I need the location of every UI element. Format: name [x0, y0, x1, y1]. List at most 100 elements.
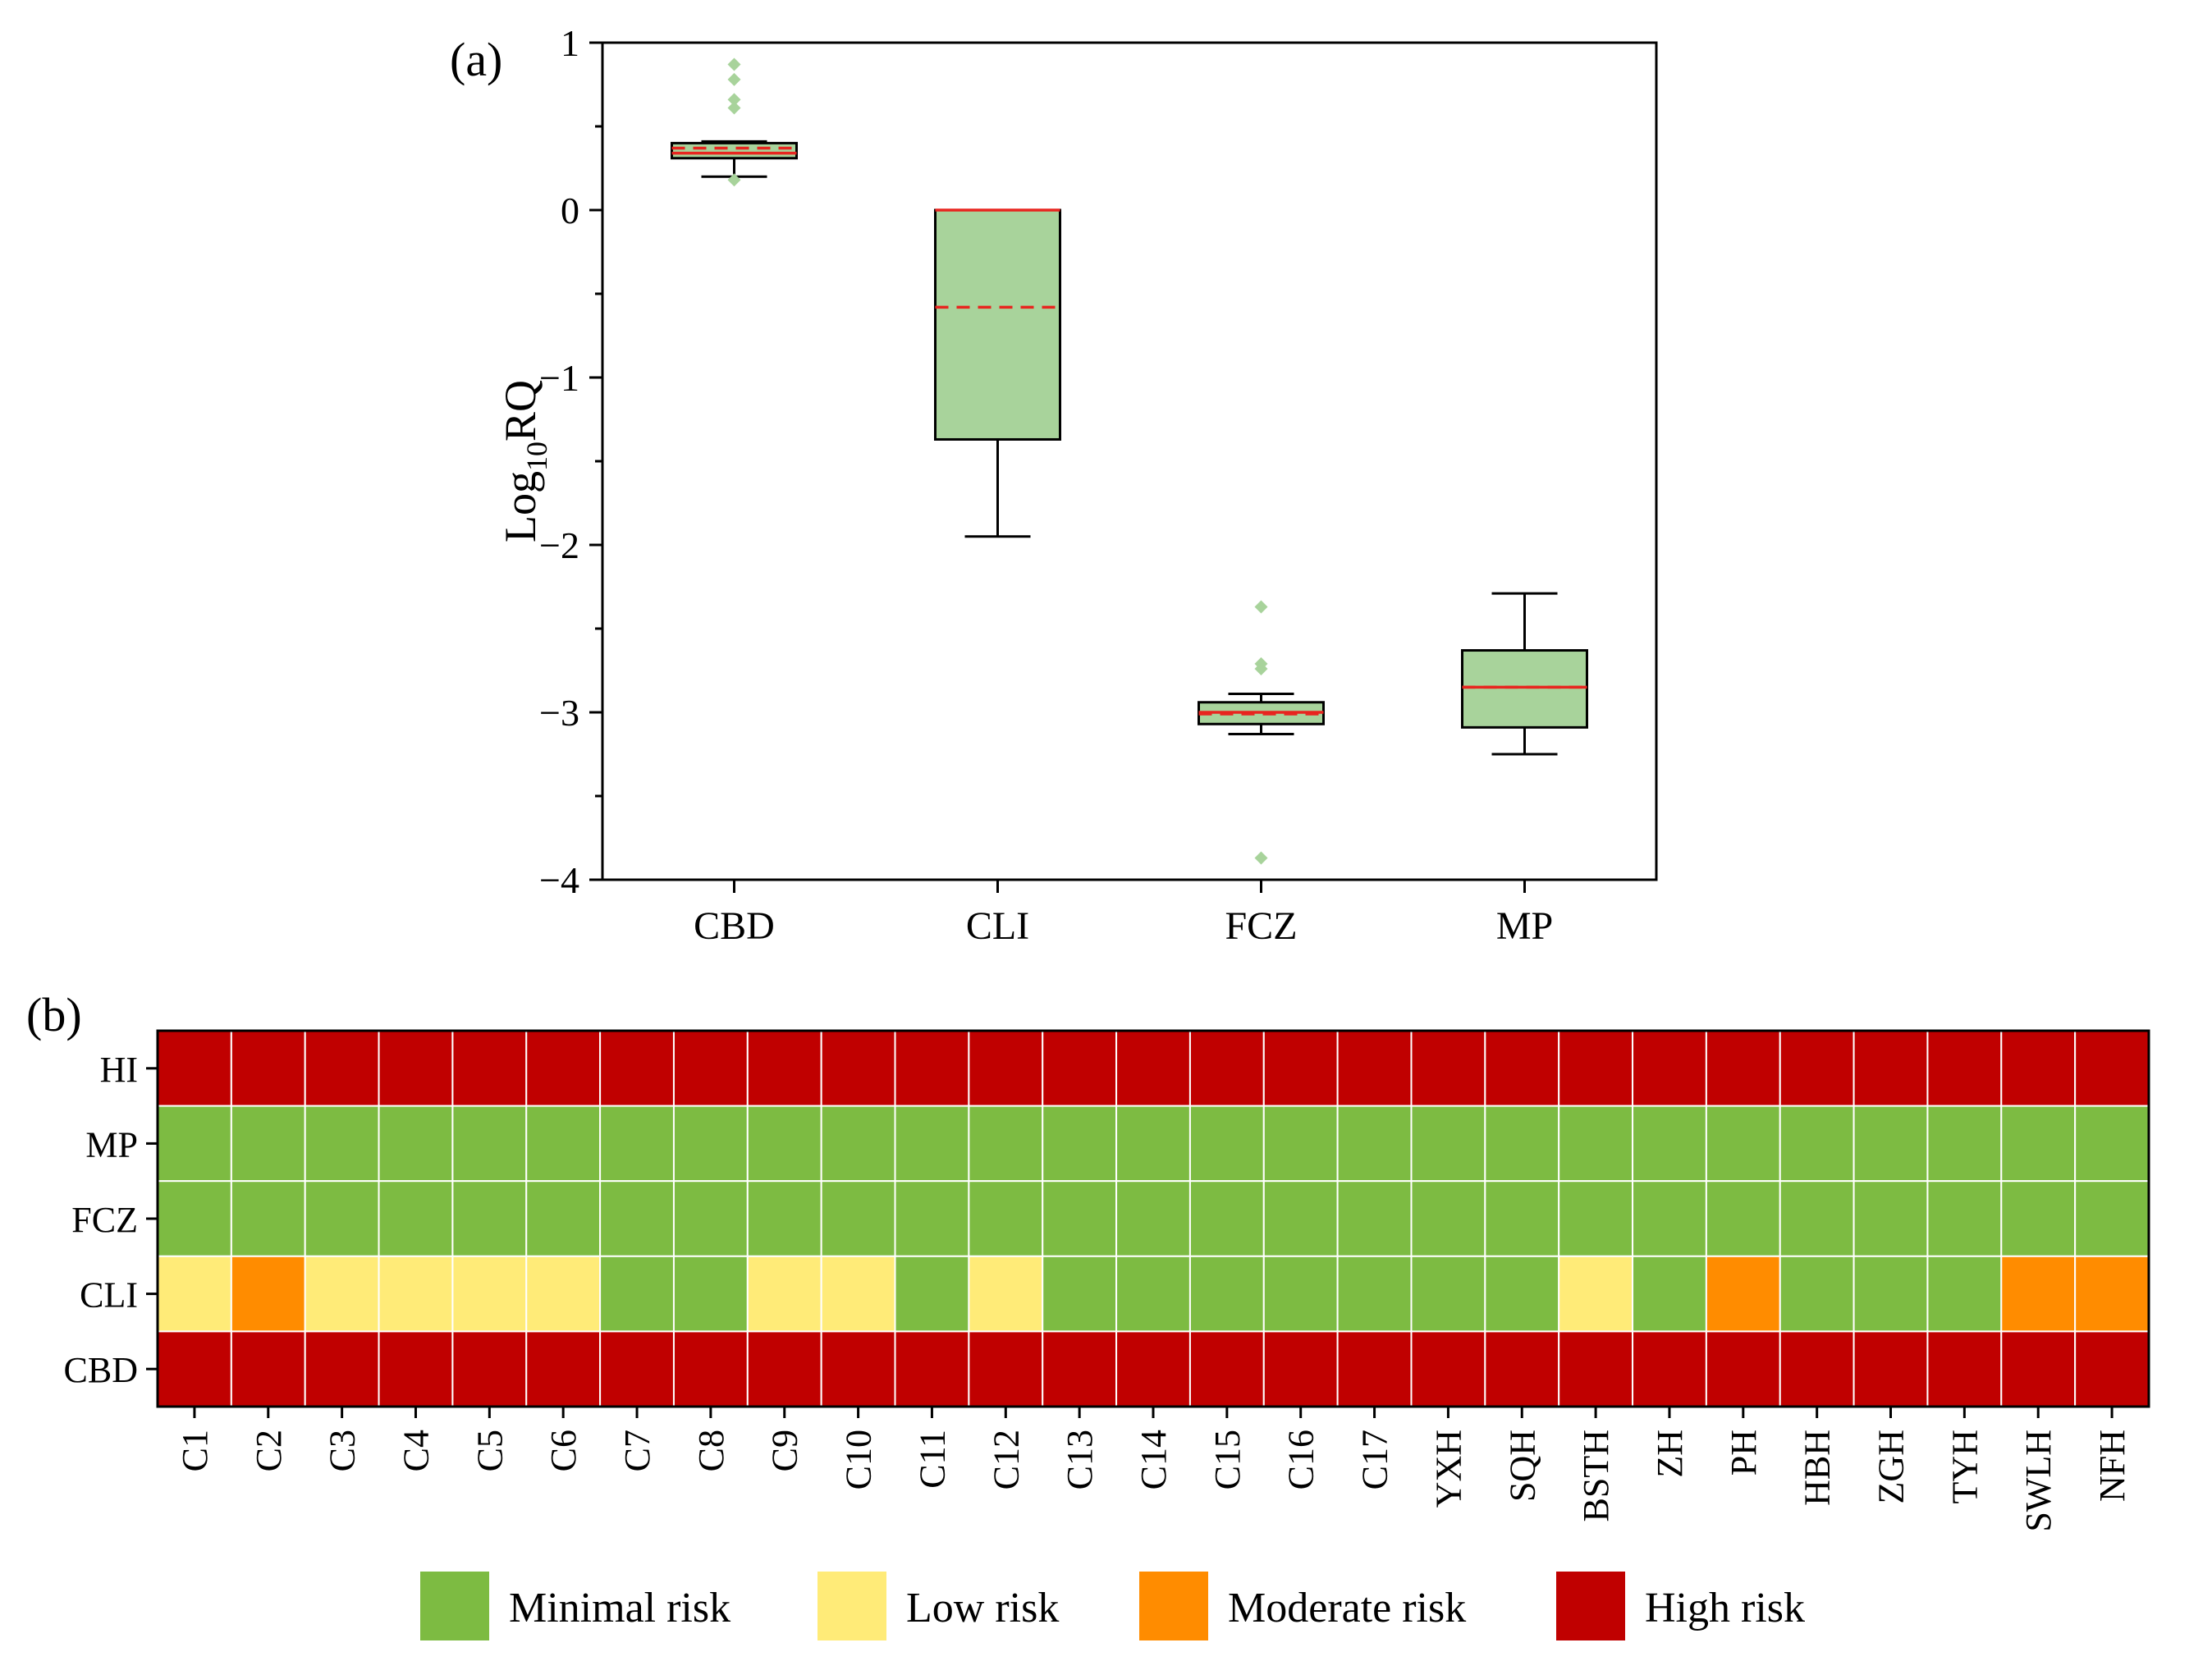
heatmap-cell [2074, 1255, 2150, 1333]
boxplot-panel: 10−1−2−3−4 CBD CLI FCZ MP Log10RQ [496, 22, 1658, 948]
heatmap-cell [1042, 1030, 1118, 1107]
heatmap-cell [1336, 1030, 1413, 1107]
heatmap-cell [451, 1330, 528, 1408]
heatmap-cell [820, 1180, 896, 1257]
heatmap-cell [672, 1030, 749, 1107]
legend-swatch [420, 1572, 489, 1640]
heatmap-column-label: C13 [1060, 1430, 1100, 1489]
heatmap-cell [820, 1330, 896, 1408]
heatmap-cell [1188, 1255, 1265, 1333]
heatmap-cell [746, 1105, 822, 1183]
heatmap-cell [894, 1105, 970, 1183]
legend: Minimal risk Low risk Moderate risk High ri… [420, 1572, 1805, 1640]
heatmap-cell [1632, 1105, 1707, 1183]
legend-label: Moderate risk [1228, 1585, 1466, 1631]
heatmap-cell [1852, 1105, 1929, 1183]
heatmap-cell [525, 1180, 602, 1257]
heatmap-cell [157, 1180, 232, 1257]
heatmap-cell [304, 1180, 380, 1257]
outlier-point [727, 173, 741, 187]
heatmap-cell [1852, 1030, 1929, 1107]
heatmap-cell [1336, 1105, 1413, 1183]
heatmap-cell [1410, 1030, 1486, 1107]
outlier-point [727, 57, 741, 71]
heatmap-cell [672, 1180, 749, 1257]
heatmap-cell [1188, 1105, 1265, 1183]
heatmap-cell [1632, 1330, 1707, 1408]
heatmap-cell [1262, 1030, 1339, 1107]
heatmap-column-label: C9 [765, 1430, 805, 1471]
heatmap-cell [1262, 1105, 1339, 1183]
y-tick-label: 0 [561, 190, 579, 231]
heatmap-cell [2000, 1255, 2077, 1333]
heatmap-cell [451, 1105, 528, 1183]
legend-item: Low risk [817, 1572, 1059, 1640]
heatmap-cell [304, 1330, 380, 1408]
y-tick-label: 1 [561, 22, 579, 64]
heatmap-cell [1410, 1180, 1486, 1257]
heatmap-column-label: C11 [912, 1430, 952, 1489]
heatmap-cell [1705, 1105, 1781, 1183]
heatmap-cell [378, 1030, 454, 1107]
heatmap-cell [1336, 1180, 1413, 1257]
heatmap-cell [599, 1105, 675, 1183]
heatmap-column-label: C4 [396, 1430, 436, 1471]
heatmap-cell [230, 1255, 306, 1333]
heatmap-cell [968, 1255, 1044, 1333]
heatmap-row-label: CLI [80, 1275, 138, 1316]
heatmap-cell [599, 1330, 675, 1408]
heatmap-column-label: C6 [543, 1430, 584, 1471]
heatmap-cell [1336, 1330, 1413, 1408]
heatmap-cell [1926, 1105, 2003, 1183]
heatmap-cell [1926, 1255, 2003, 1333]
heatmap-column-label: C16 [1281, 1430, 1321, 1489]
heatmap-cell [820, 1105, 896, 1183]
box-cbd [671, 57, 798, 187]
y-axis-label: Log10RQ [496, 380, 553, 542]
heatmap-cell [1115, 1105, 1191, 1183]
heatmap-cell [1705, 1330, 1781, 1408]
heatmap-column-label: C3 [323, 1430, 363, 1471]
heatmap-cell [1188, 1030, 1265, 1107]
box-cli [934, 208, 1061, 538]
heatmap-cell [1779, 1180, 1855, 1257]
heatmap-cell [746, 1180, 822, 1257]
heatmap-cell [1926, 1030, 2003, 1107]
iqr-box [671, 141, 798, 160]
heatmap-cell [820, 1030, 896, 1107]
heatmap-cell [1632, 1030, 1707, 1107]
heatmap-cell [746, 1030, 822, 1107]
heatmap-cell [1262, 1330, 1339, 1408]
heatmap-cell [1484, 1330, 1560, 1408]
heatmap-cell [894, 1330, 970, 1408]
heatmap-cell [1705, 1180, 1781, 1257]
heatmap-cell [1410, 1330, 1486, 1408]
heatmap-cell [1484, 1255, 1560, 1333]
outlier-point [1254, 600, 1268, 614]
heatmap-cell [1042, 1255, 1118, 1333]
heatmap-cell [1262, 1255, 1339, 1333]
heatmap-cell [1410, 1255, 1486, 1333]
heatmap-cell [378, 1105, 454, 1183]
outlier-point [1254, 661, 1268, 675]
legend-label: Low risk [906, 1585, 1059, 1631]
heatmap-cell [2000, 1030, 2077, 1107]
heatmap-cell [2000, 1180, 2077, 1257]
heatmap-cell [672, 1255, 749, 1333]
heatmap-cell [894, 1180, 970, 1257]
heatmap-column-label: C5 [469, 1430, 510, 1471]
heatmap-cell [894, 1030, 970, 1107]
heatmap-cell [1410, 1105, 1486, 1183]
heatmap-cell [2000, 1330, 2077, 1408]
heatmap-cell [1188, 1330, 1265, 1408]
heatmap-column-label: ZH [1650, 1430, 1690, 1478]
heatmap-row-label: MP [85, 1124, 138, 1165]
heatmap-cell [378, 1255, 454, 1333]
x-axis: CBD CLI FCZ MP [694, 880, 1553, 948]
heatmap-cell [304, 1030, 380, 1107]
heatmap-cell [304, 1105, 380, 1183]
heatmap-cell [1632, 1180, 1707, 1257]
heatmap-cell [525, 1105, 602, 1183]
